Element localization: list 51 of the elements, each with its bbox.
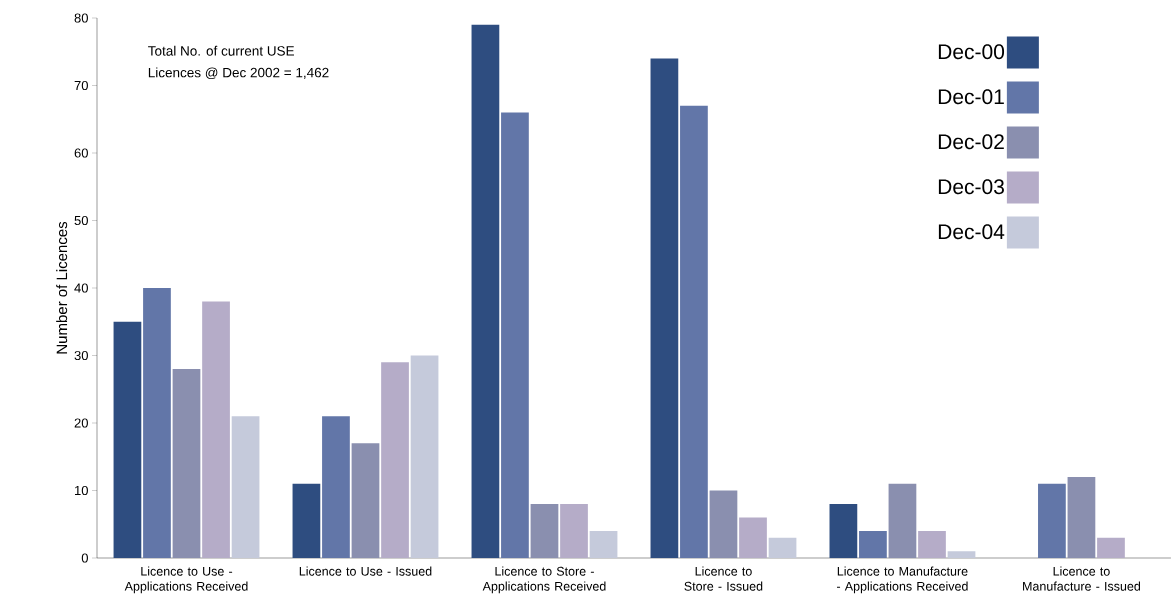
bar [322,416,350,558]
bar [351,443,380,558]
y-tick-label: 0 [81,553,88,563]
bar [231,416,260,558]
x-tick-label: Licence to Manufacture - Issued [1023,566,1141,591]
bar [410,355,439,558]
legend-label: Dec-01 [938,89,1004,105]
bar [471,24,500,558]
y-tick-label: 80 [74,13,88,23]
y-tick-label: 50 [74,215,88,226]
bar [859,531,887,558]
bar [381,362,409,558]
bar [918,531,946,558]
y-tick-label: 20 [74,418,88,428]
y-tick-label: 40 [74,283,88,293]
legend-label: Dec-02 [938,134,1004,150]
x-tick-label: Licence to Use - Issued [299,566,432,576]
bar [530,504,559,558]
bar [768,537,797,558]
bar [589,531,618,558]
annotation: Total No. of current USE [148,45,294,56]
legend-label: Dec-03 [938,179,1004,195]
bar [739,517,767,558]
bar [1097,537,1125,558]
bar [709,490,738,558]
x-tick-label: Licence to Store - Issued [684,566,763,591]
annotation: Licences @ Dec 2002 = 1,462 [148,67,329,80]
bar [172,369,201,558]
x-tick-label: Licence to Store - Applications Received [482,566,606,594]
y-tick-label: 60 [74,148,88,158]
bar [501,112,529,558]
y-tick-label: 30 [74,350,88,361]
bar [888,483,917,558]
x-tick-label: Licence to Use - Applications Received [124,566,248,594]
bar [829,504,858,558]
bar [1038,483,1066,558]
bar [113,321,142,558]
bar [680,105,708,558]
legend-label: Dec-04 [938,224,1005,240]
bar [560,504,588,558]
legend-label: Dec-00 [938,44,1005,60]
bar [947,551,976,558]
x-tick-label: Licence to Manufacture - Applications Received [837,566,968,594]
bar [143,288,171,558]
y-tick-label: 70 [74,80,88,91]
bar [292,483,321,558]
bar [650,58,679,558]
y-tick-label: 10 [75,485,88,496]
bar [1067,477,1096,558]
y-axis-title: Number of Licences [56,221,68,354]
bar [202,301,230,558]
